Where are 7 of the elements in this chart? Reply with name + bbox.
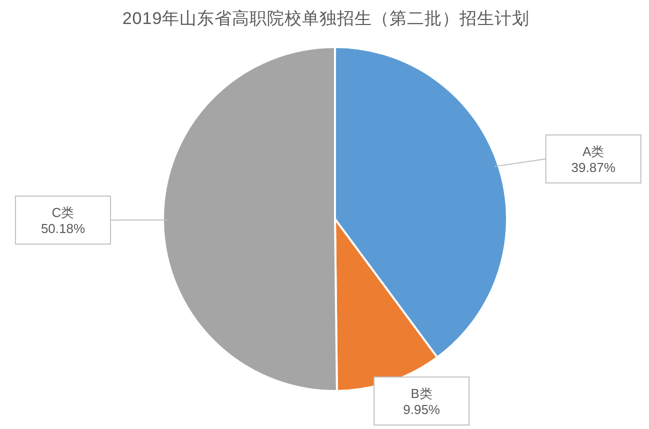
data-label: 39.87% [571,160,616,175]
data-label: 9.95% [403,402,440,418]
slice-label: A类 [582,144,604,159]
title: 2019年山东省高职院校单独招生（第二批）招生计划 [122,9,530,28]
data-label: 50.18% [40,221,86,236]
slice-label: B类 [410,386,432,402]
slice-label: C类 [52,205,74,220]
